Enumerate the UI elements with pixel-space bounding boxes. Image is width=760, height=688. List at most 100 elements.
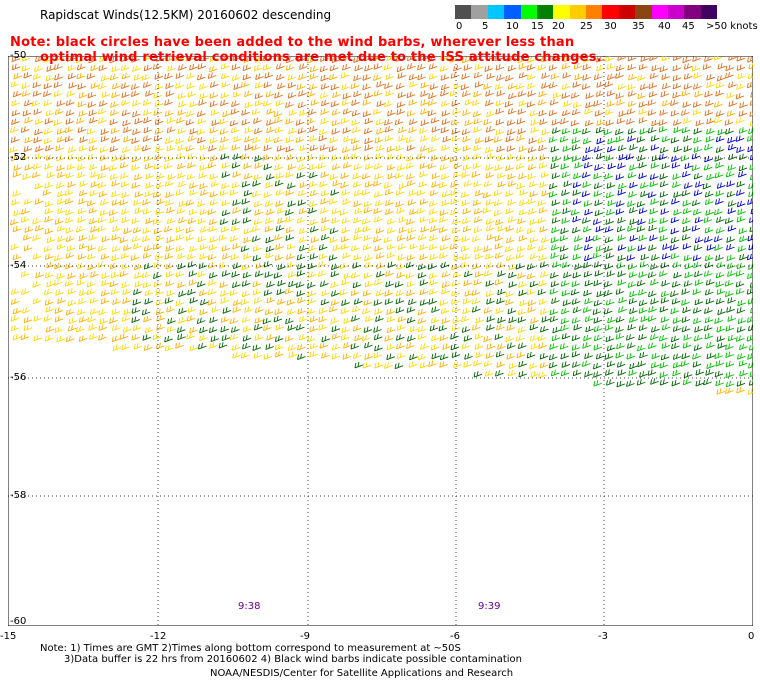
wind-barb	[504, 100, 514, 108]
wind-barb	[285, 56, 295, 64]
wind-barb	[373, 236, 382, 243]
wind-barb	[297, 307, 306, 315]
wind-barb	[429, 83, 439, 90]
wind-barb	[692, 56, 701, 62]
wind-barb	[738, 153, 748, 161]
wind-barb	[276, 207, 286, 214]
wind-barb	[53, 279, 63, 286]
wind-barb	[88, 56, 97, 64]
wind-barb	[537, 99, 547, 106]
wind-barb	[728, 56, 737, 61]
wind-barb	[396, 342, 405, 350]
wind-barb	[54, 315, 64, 323]
wind-barb	[627, 90, 637, 97]
wind-barb	[178, 217, 187, 224]
wind-barb	[230, 225, 240, 232]
wind-barb	[462, 225, 472, 233]
wind-barb	[572, 198, 582, 206]
wind-barb	[244, 101, 254, 109]
wind-barb	[694, 216, 704, 224]
wind-barb	[517, 90, 527, 97]
wind-barb	[670, 290, 679, 298]
wind-barb	[670, 136, 680, 144]
wind-barb	[353, 90, 362, 98]
wind-barb	[483, 118, 493, 126]
wind-barb	[561, 62, 571, 70]
wind-barb	[539, 308, 549, 315]
wind-barb	[485, 171, 495, 179]
wind-barb	[277, 82, 286, 90]
wind-barb	[473, 117, 483, 125]
wind-barb	[683, 135, 692, 142]
wind-barb	[33, 136, 42, 144]
wind-barb	[218, 262, 228, 269]
wind-barb	[473, 207, 483, 215]
wind-barb	[626, 380, 635, 387]
wind-barb	[529, 362, 538, 370]
wind-barb	[164, 110, 174, 117]
wind-barb	[189, 100, 199, 108]
wind-barb	[243, 236, 252, 244]
wind-barb	[220, 325, 229, 333]
wind-barb	[365, 315, 374, 323]
wind-barb	[406, 342, 415, 350]
wind-barb	[749, 282, 753, 288]
wind-barb	[197, 117, 207, 125]
wind-barb	[141, 144, 151, 152]
wind-barb	[540, 271, 549, 278]
wind-barb	[651, 64, 661, 72]
wind-barb	[200, 226, 209, 233]
wind-barb	[166, 306, 175, 313]
wind-barb	[419, 288, 429, 296]
wind-barb	[175, 56, 184, 62]
wind-barb	[628, 297, 638, 305]
wind-barb	[254, 270, 264, 278]
wind-barb	[299, 236, 308, 244]
wind-barb	[683, 117, 692, 124]
wind-barb	[374, 199, 384, 207]
wind-barb	[266, 108, 275, 115]
wind-barb	[318, 324, 327, 331]
wind-barb	[594, 270, 604, 277]
wind-barb	[639, 371, 648, 378]
wind-barb	[746, 135, 753, 142]
wind-barb	[526, 288, 536, 296]
wind-barb	[495, 108, 505, 115]
wind-barb	[43, 99, 53, 107]
wind-barb	[54, 326, 64, 334]
wind-barb	[285, 136, 295, 144]
wind-barb	[165, 280, 174, 287]
wind-barb	[406, 155, 415, 162]
wind-barb	[529, 110, 539, 117]
wind-barb	[332, 244, 342, 252]
wind-barb	[680, 360, 690, 367]
wind-barb	[715, 82, 725, 89]
wind-barb	[329, 173, 339, 180]
wind-barb	[406, 63, 416, 70]
wind-barb	[57, 297, 66, 304]
wind-barb	[592, 234, 602, 242]
wind-barb	[747, 388, 753, 395]
wind-barb	[595, 245, 605, 252]
wind-barb	[605, 218, 615, 225]
wind-barb	[496, 297, 505, 305]
wind-barb	[186, 110, 195, 118]
wind-barb	[584, 119, 594, 127]
wind-barb	[735, 288, 745, 295]
wind-barb	[243, 227, 253, 235]
colorbar-label: >50 knots	[706, 21, 758, 32]
wind-barb	[593, 100, 602, 107]
wind-barb	[342, 108, 352, 115]
wind-barb	[56, 155, 65, 162]
wind-barb	[462, 164, 472, 171]
wind-barb	[384, 290, 393, 297]
wind-barb	[592, 218, 602, 226]
wind-barb	[285, 216, 294, 223]
wind-barb	[716, 335, 726, 343]
wind-barb	[673, 126, 682, 134]
wind-barb	[593, 371, 602, 378]
colorbar-swatch	[700, 5, 717, 19]
wind-barb	[372, 56, 382, 61]
wind-barb	[99, 146, 109, 153]
wind-barb	[295, 281, 305, 288]
